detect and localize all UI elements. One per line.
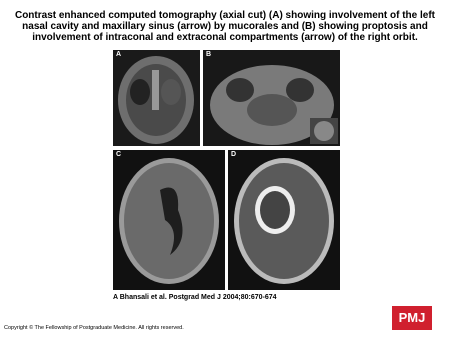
panel-label: B [206, 51, 211, 58]
slide-title: Contrast enhanced computed tomography (a… [14, 10, 436, 43]
citation: A Bhansali et al. Postgrad Med J 2004;80… [113, 294, 277, 301]
panel-a: A [113, 50, 200, 146]
panel-d: D [228, 150, 340, 290]
panel-c: C [113, 150, 225, 290]
copyright: Copyright © The Fellowship of Postgradua… [4, 325, 184, 331]
journal-logo: PMJ [392, 306, 432, 330]
panel-label: D [231, 151, 236, 158]
panel-b: B [203, 50, 340, 146]
panel-label: A [116, 51, 121, 58]
panel-label: C [116, 151, 121, 158]
